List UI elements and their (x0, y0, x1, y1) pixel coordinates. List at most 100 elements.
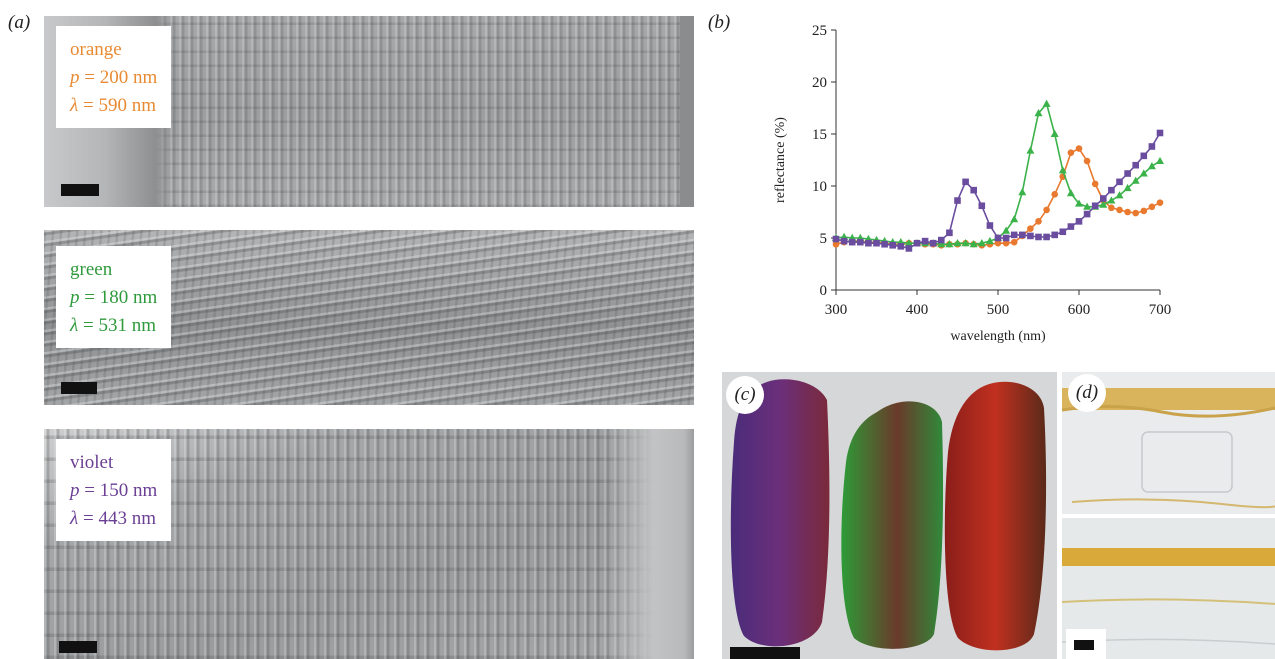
data-point (985, 236, 994, 245)
data-point (1066, 189, 1075, 197)
scale-bar (730, 647, 800, 659)
data-point (1139, 169, 1148, 177)
data-point (1018, 188, 1027, 196)
callout-wavelength: λ = 443 nm (70, 508, 156, 529)
x-tick-label: 400 (906, 302, 929, 318)
data-point (832, 235, 840, 243)
callout-period: p = 150 nm (70, 480, 158, 501)
data-point (1116, 206, 1123, 214)
data-point (1059, 228, 1067, 236)
panel-d-label: (d) (1068, 374, 1106, 412)
data-point (1075, 218, 1083, 225)
scale-bar (59, 641, 97, 653)
data-point (961, 239, 970, 247)
data-point (1156, 156, 1164, 165)
data-point (865, 239, 872, 247)
data-point (1050, 129, 1059, 137)
data-point (1034, 109, 1043, 117)
data-point (1123, 183, 1132, 192)
data-point (938, 236, 945, 244)
data-point (954, 197, 961, 204)
series-line-1 (835, 102, 1161, 246)
scale-bar (61, 184, 99, 196)
x-axis-label: wavelength (nm) (950, 329, 1046, 344)
data-point (937, 240, 946, 248)
data-point (1108, 186, 1115, 194)
callout-green: green p = 180 nm λ = 531 nm (56, 246, 172, 348)
data-point (1002, 234, 1010, 242)
callout-color-name: orange (70, 39, 122, 60)
data-point (921, 237, 929, 245)
cross-section-illustration (1062, 372, 1275, 659)
data-point (929, 239, 937, 247)
data-point (1116, 178, 1123, 186)
data-point (1027, 232, 1034, 240)
x-tick-label: 700 (1149, 302, 1172, 318)
data-point (1107, 196, 1116, 204)
data-point (840, 237, 848, 245)
data-point (1051, 191, 1058, 198)
data-point (1124, 208, 1131, 216)
reflectance-chart-svg: 0 5 10 15 20 25 300 400 500 600 700 wavelength (nm)… (773, 23, 1172, 344)
data-point (1083, 157, 1091, 165)
panel-b-label: (b) (708, 12, 731, 33)
data-point (986, 222, 994, 229)
y-axis-label: reflectance (%) (773, 117, 788, 203)
data-point (1124, 170, 1131, 177)
data-point (977, 239, 986, 247)
y-tick-label: 20 (812, 75, 827, 91)
callout-color-name: green (70, 259, 113, 280)
data-point (1035, 233, 1042, 241)
data-point (1148, 203, 1156, 211)
y-tick-label: 0 (820, 283, 828, 299)
data-point (1156, 199, 1164, 206)
data-point (1035, 218, 1042, 225)
callout-period: p = 180 nm (70, 287, 158, 308)
x-tick-label: 600 (1068, 302, 1091, 318)
y-tick-label: 5 (820, 231, 828, 247)
data-point (881, 240, 888, 248)
data-point (945, 240, 954, 248)
data-point (1067, 149, 1075, 157)
data-point (1042, 99, 1051, 107)
data-point (1140, 152, 1148, 160)
beetle-wings-photo: (c) (722, 372, 1057, 659)
data-point (1019, 231, 1026, 239)
beetle-wings-illustration (730, 379, 1047, 651)
sem-image-violet: violet p = 150 nm λ = 443 nm (44, 429, 694, 659)
y-tick-label: 25 (812, 23, 827, 39)
data-point (1075, 145, 1083, 152)
data-point (857, 238, 864, 246)
data-point (1051, 231, 1058, 239)
callout-violet: violet p = 150 nm λ = 443 nm (56, 439, 172, 541)
data-point (1100, 195, 1107, 202)
y-tick-label: 15 (812, 127, 827, 143)
data-point (1026, 146, 1035, 154)
data-point (953, 239, 962, 247)
data-point (1083, 210, 1091, 218)
data-point (832, 240, 840, 248)
scale-bar (61, 382, 97, 394)
data-point (1043, 206, 1050, 214)
data-point (1156, 129, 1164, 137)
data-point (1043, 233, 1050, 241)
data-point (1147, 162, 1156, 170)
data-point (913, 239, 921, 247)
data-point (897, 243, 905, 250)
data-point (1083, 202, 1092, 210)
callout-orange: orange p = 200 nm λ = 590 nm (56, 26, 172, 128)
data-point (1091, 202, 1099, 210)
data-point (978, 202, 986, 210)
data-point (905, 245, 913, 252)
data-point (1131, 176, 1140, 184)
data-point (1148, 143, 1156, 150)
data-point (1010, 231, 1018, 239)
data-point (1067, 223, 1075, 230)
callout-wavelength: λ = 590 nm (70, 95, 156, 116)
sem-image-green: green p = 180 nm λ = 531 nm (44, 230, 694, 405)
data-point (994, 234, 1002, 242)
data-point (1099, 200, 1108, 208)
data-point (873, 239, 880, 247)
data-point (848, 238, 856, 246)
data-point (889, 241, 896, 249)
